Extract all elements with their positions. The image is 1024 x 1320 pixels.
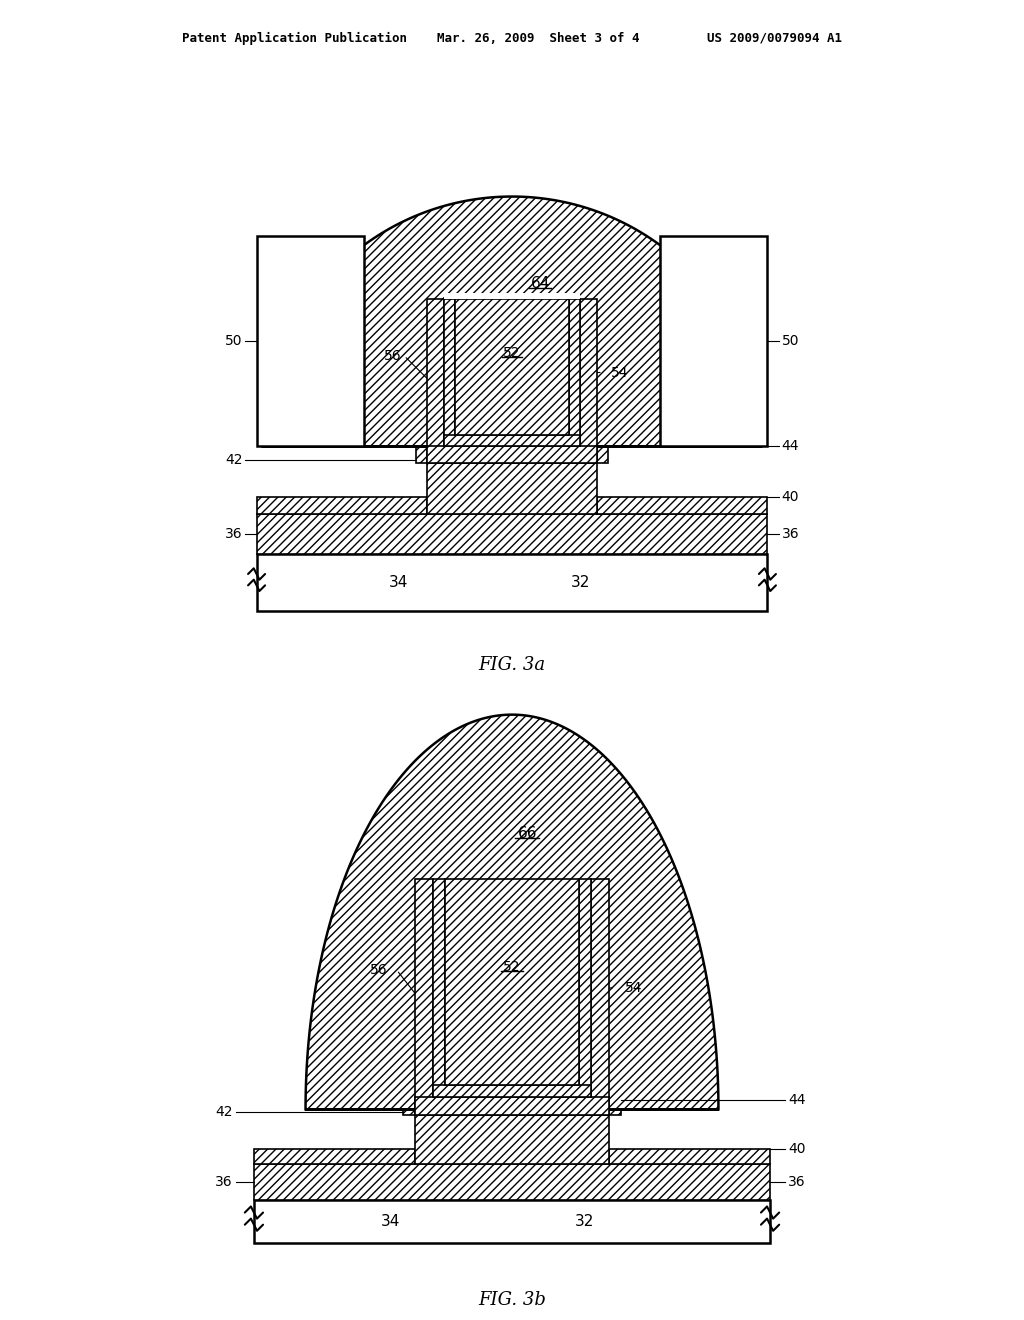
Text: 36: 36 — [788, 1175, 806, 1189]
Polygon shape — [305, 714, 719, 1109]
Text: Patent Application Publication    Mar. 26, 2009  Sheet 3 of 4         US 2009/00: Patent Application Publication Mar. 26, … — [182, 32, 842, 45]
Bar — [456, 298, 568, 436]
Text: 44: 44 — [781, 440, 799, 453]
Bar — [427, 463, 597, 515]
Text: 32: 32 — [570, 576, 590, 590]
Bar — [415, 879, 433, 1115]
Text: 50: 50 — [781, 334, 799, 348]
Bar — [415, 1097, 609, 1115]
Text: 44: 44 — [788, 1093, 806, 1107]
Bar — [568, 298, 581, 446]
Bar — [609, 1148, 770, 1164]
Text: 64: 64 — [530, 276, 550, 292]
Text: 36: 36 — [224, 527, 243, 541]
Bar — [659, 236, 767, 446]
Text: FIG. 3a: FIG. 3a — [478, 656, 546, 675]
Text: 40: 40 — [788, 1142, 806, 1156]
Bar — [443, 298, 456, 446]
Bar — [254, 1200, 770, 1243]
Text: 34: 34 — [381, 1214, 400, 1229]
Text: 50: 50 — [225, 334, 243, 348]
Bar — [597, 498, 767, 515]
Bar — [257, 515, 767, 554]
Text: 34: 34 — [389, 576, 409, 590]
Bar — [427, 446, 597, 463]
Text: 52: 52 — [503, 346, 521, 359]
Text: 36: 36 — [215, 1175, 232, 1189]
Bar — [257, 498, 427, 515]
Bar — [445, 879, 579, 1085]
Text: 36: 36 — [781, 527, 800, 541]
Text: 56: 56 — [370, 964, 387, 977]
Bar — [443, 436, 581, 446]
Bar — [591, 879, 609, 1115]
Bar — [257, 236, 365, 446]
Bar — [581, 298, 597, 463]
Bar — [433, 1085, 591, 1097]
Polygon shape — [262, 197, 762, 446]
Bar — [415, 1115, 609, 1164]
Text: 56: 56 — [384, 348, 401, 363]
Bar — [257, 554, 767, 611]
Text: 32: 32 — [575, 1214, 595, 1229]
Text: 54: 54 — [611, 366, 629, 380]
Text: 52: 52 — [503, 960, 521, 974]
Bar — [443, 293, 581, 298]
Bar — [433, 879, 445, 1097]
Text: 42: 42 — [215, 1105, 232, 1119]
Bar — [427, 298, 443, 463]
Bar — [254, 1148, 415, 1164]
Text: FIG. 3b: FIG. 3b — [478, 1291, 546, 1309]
Bar — [254, 1164, 770, 1200]
Bar — [416, 446, 608, 463]
Text: 40: 40 — [781, 490, 799, 504]
Text: 66: 66 — [517, 825, 537, 841]
Bar — [402, 1101, 622, 1115]
Text: 42: 42 — [225, 454, 243, 467]
Bar — [579, 879, 591, 1097]
Text: 54: 54 — [625, 981, 642, 995]
